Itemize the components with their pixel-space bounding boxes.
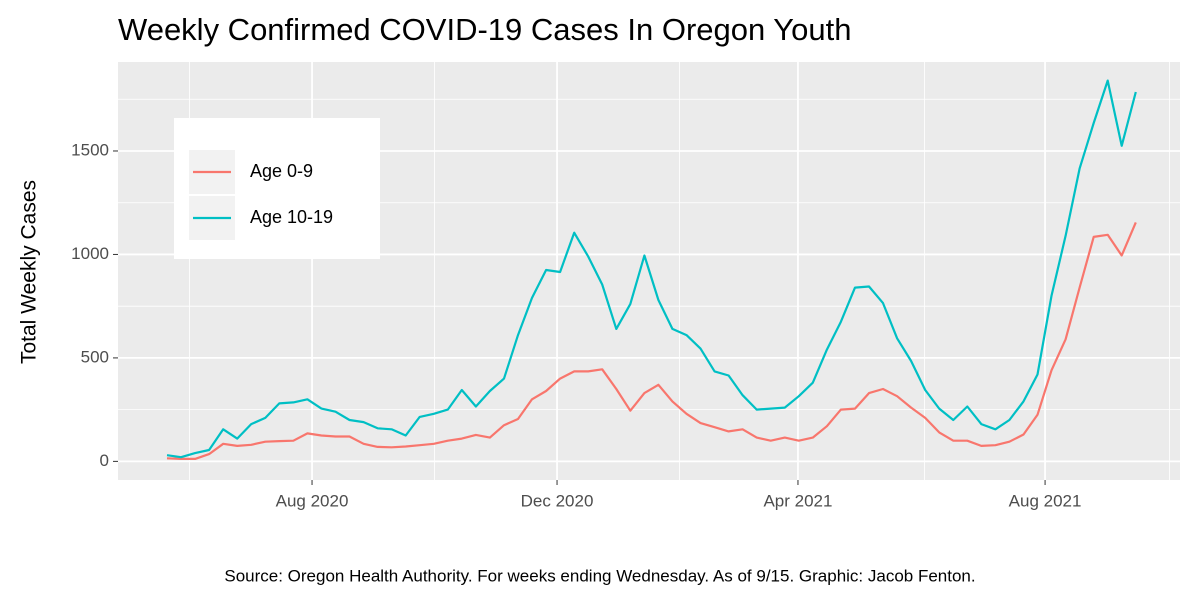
caption: Source: Oregon Health Authority. For wee…: [224, 566, 975, 585]
y-tick-label: 1000: [71, 244, 109, 263]
legend-label: Age 10-19: [250, 207, 333, 227]
y-tick-label: 0: [100, 451, 109, 470]
legend-label: Age 0-9: [250, 161, 313, 181]
x-tick-label: Aug 2020: [276, 491, 349, 510]
series-line: [166, 221, 1137, 460]
lines: [166, 79, 1137, 460]
x-tick-label: Aug 2021: [1009, 491, 1082, 510]
y-tick-label: 500: [81, 347, 109, 366]
series-line: [166, 79, 1137, 459]
x-tick-label: Apr 2021: [763, 491, 832, 510]
legend: Age 0-9 Age 10-19: [174, 118, 380, 259]
chart-title: Weekly Confirmed COVID-19 Cases In Orego…: [118, 12, 851, 47]
y-axis-label: Total Weekly Cases: [18, 180, 41, 364]
x-tick-label: Dec 2020: [521, 491, 594, 510]
y-tick-label: 1500: [71, 140, 109, 159]
